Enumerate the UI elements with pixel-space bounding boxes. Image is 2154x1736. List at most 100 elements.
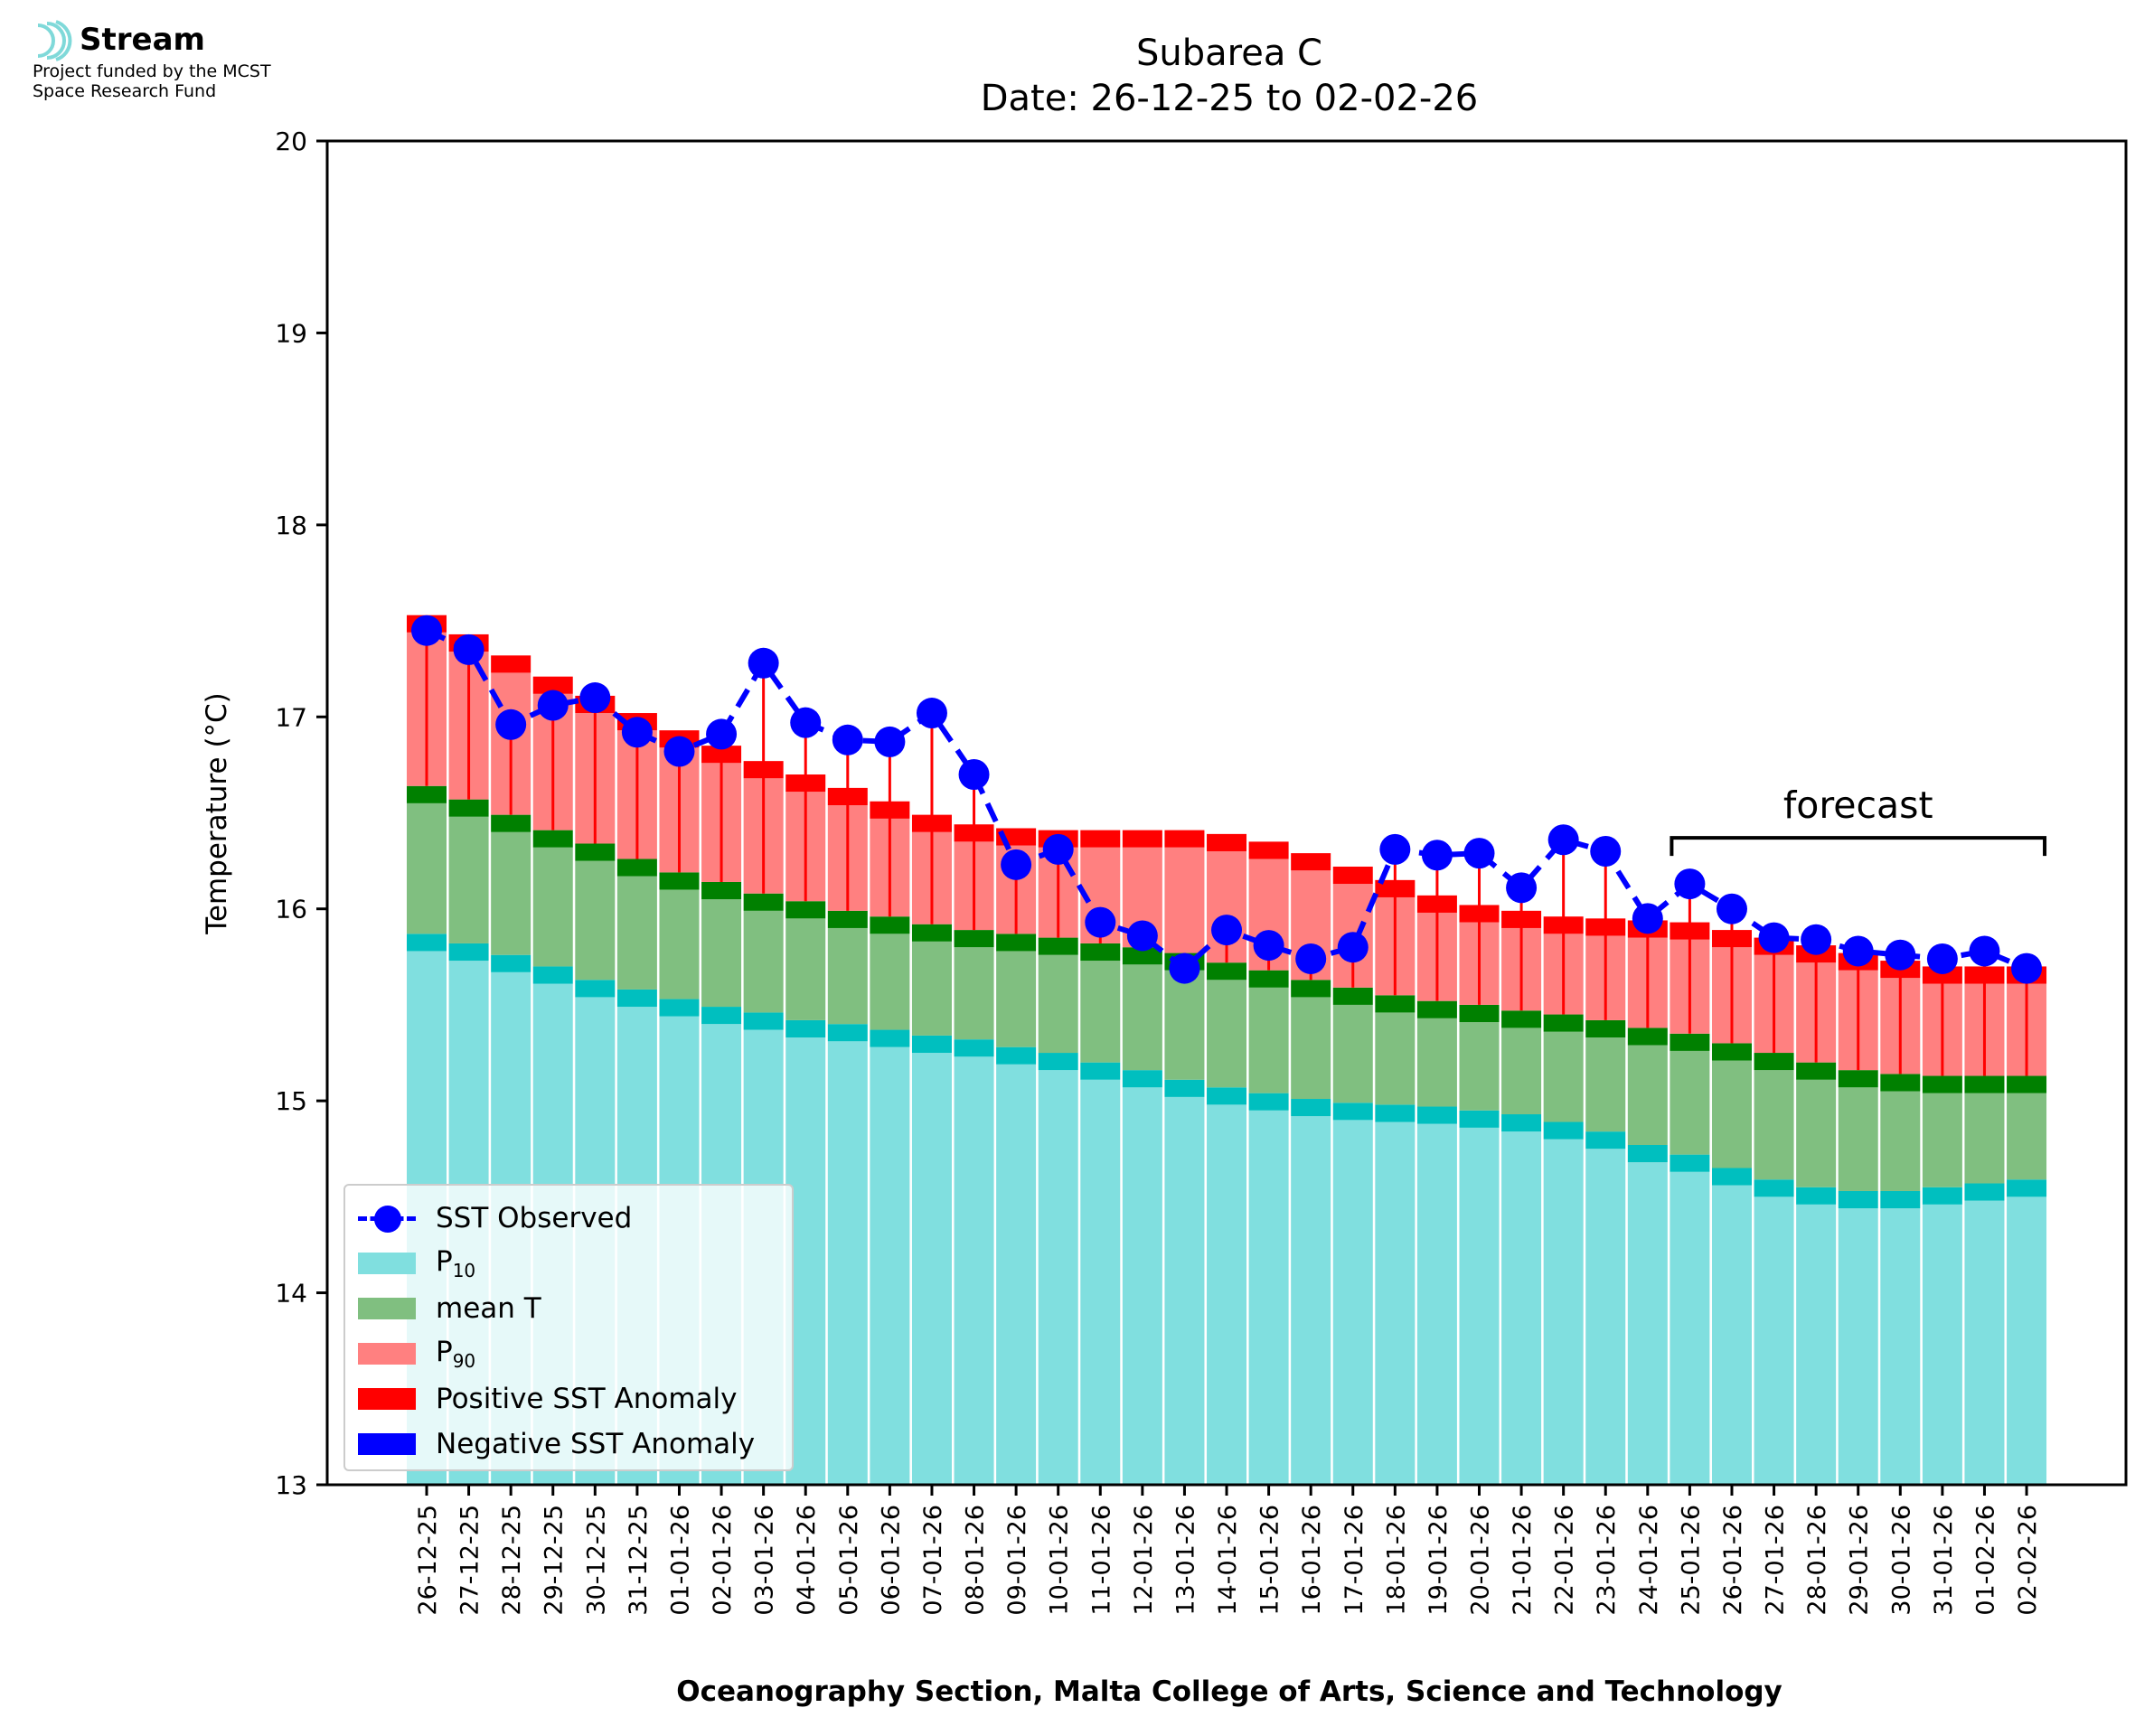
p10-cap <box>1501 1114 1542 1132</box>
mean-cap <box>1248 970 1289 988</box>
logo-line-1: Project funded by the MCST <box>33 61 271 81</box>
x-tick-label: 09-01-26 <box>1003 1505 1031 1616</box>
p10-bar <box>1332 1120 1373 1485</box>
p10-cap <box>1585 1131 1626 1150</box>
p90-bar <box>1164 847 1205 953</box>
p10-bar <box>1585 1149 1626 1485</box>
mean-bar <box>996 951 1037 1047</box>
x-tick-label: 27-12-25 <box>456 1505 484 1616</box>
mean-cap <box>1880 1074 1921 1092</box>
mean-bar <box>1880 1091 1921 1191</box>
observed-point <box>2011 952 2043 984</box>
p10-bar <box>1711 1185 1752 1485</box>
mean-bar <box>1122 964 1162 1071</box>
observed-point <box>663 736 695 767</box>
mean-cap <box>911 924 952 942</box>
observed-point <box>790 707 822 738</box>
p10-bar <box>1122 1087 1162 1485</box>
p10-bar <box>954 1056 994 1485</box>
legend-label: mean T <box>436 1292 541 1325</box>
mean-cap <box>659 872 700 890</box>
x-tick-label: 06-01-26 <box>877 1505 905 1616</box>
p10-cap <box>870 1029 910 1047</box>
observed-point <box>1295 943 1327 974</box>
p10-cap <box>1375 1104 1416 1122</box>
p10-bar <box>1038 1070 1078 1485</box>
logo-title: Stream <box>80 22 205 58</box>
mean-cap <box>1332 987 1373 1005</box>
mean-bar <box>1207 980 1247 1088</box>
p10-bar <box>1248 1110 1289 1485</box>
y-tick-label: 15 <box>275 1086 307 1116</box>
chart-legend: SST Observed P10 mean T P90 Positive SST… <box>343 1184 794 1471</box>
p10-cap <box>1038 1053 1078 1071</box>
mean-bar <box>1332 1004 1373 1103</box>
mean-cap <box>1416 1000 1457 1018</box>
mean-cap <box>1038 937 1078 955</box>
x-tick-label: 01-01-26 <box>666 1505 694 1616</box>
x-tick-label: 28-01-26 <box>1803 1505 1831 1616</box>
p90-cap <box>1332 866 1373 885</box>
p10-bar <box>911 1053 952 1485</box>
mean-cap <box>407 785 447 803</box>
p10-cap <box>1459 1110 1500 1128</box>
observed-point <box>1632 903 1663 934</box>
mean-cap <box>1964 1075 2005 1093</box>
p90-cap <box>1248 841 1289 859</box>
p10-cap <box>1543 1121 1584 1140</box>
x-tick-label: 30-12-25 <box>582 1505 610 1616</box>
observed-point <box>1001 849 1032 880</box>
observed-point <box>411 615 442 646</box>
x-tick-label: 03-01-26 <box>751 1505 779 1616</box>
p10-cap <box>1291 1099 1331 1117</box>
p10-bar <box>1838 1208 1878 1485</box>
x-tick-label: 28-12-25 <box>498 1505 526 1616</box>
observed-point <box>1253 930 1284 962</box>
x-tick-label: 26-12-25 <box>414 1505 442 1616</box>
x-tick-label: 26-01-26 <box>1719 1505 1747 1616</box>
p10-bar <box>1922 1204 1962 1485</box>
mean-cap <box>1291 980 1331 998</box>
x-tick-label: 23-01-26 <box>1593 1505 1621 1616</box>
observed-point <box>579 682 611 714</box>
mean-bar <box>1459 1022 1500 1111</box>
p10-cap <box>743 1012 784 1030</box>
observed-point <box>1758 922 1790 953</box>
mean-bar <box>1754 1070 1794 1180</box>
mean-cap <box>996 934 1037 952</box>
observed-point <box>1716 893 1747 924</box>
p10-cap <box>1838 1190 1878 1209</box>
mean-bar <box>1080 961 1121 1063</box>
y-axis: 13 14 15 16 17 18 19 20 <box>275 127 327 1500</box>
mean-bar <box>1038 954 1078 1054</box>
mean-bar <box>575 860 616 981</box>
mean-bar <box>659 889 700 999</box>
mean-cap <box>1543 1014 1584 1032</box>
x-tick-label: 18-01-26 <box>1382 1505 1410 1616</box>
observed-point <box>1547 824 1579 856</box>
mean-bar <box>491 831 531 955</box>
y-tick-label: 17 <box>275 702 307 732</box>
p10-cap <box>1332 1103 1373 1121</box>
p10-bar <box>1627 1162 1668 1485</box>
p10-cap <box>785 1019 826 1038</box>
observed-point <box>1211 915 1243 946</box>
x-tick-label: 13-01-26 <box>1171 1505 1199 1616</box>
mean-bar <box>2007 1093 2047 1180</box>
legend-swatch-mean <box>358 1298 416 1319</box>
mean-cap <box>954 930 994 948</box>
logo: Stream Project funded by the MCST Space … <box>33 22 271 101</box>
p90-cap <box>1207 833 1247 851</box>
mean-cap <box>616 859 657 877</box>
x-tick-label: 14-01-26 <box>1214 1505 1242 1616</box>
legend-swatch-negative <box>358 1433 416 1455</box>
p10-bar <box>996 1064 1037 1485</box>
p10-bar <box>1459 1127 1500 1485</box>
observed-point <box>748 647 779 679</box>
legend-label: SST Observed <box>436 1202 633 1234</box>
observed-point <box>537 690 569 721</box>
observed-point <box>621 717 653 748</box>
mean-bar <box>954 947 994 1040</box>
mean-cap <box>1207 962 1247 981</box>
